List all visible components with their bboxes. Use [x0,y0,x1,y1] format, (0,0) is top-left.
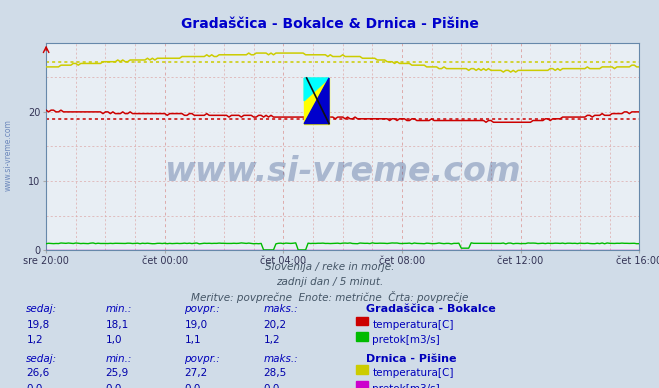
Text: pretok[m3/s]: pretok[m3/s] [372,335,440,345]
Text: 26,6: 26,6 [26,368,49,378]
Text: 0,0: 0,0 [264,384,280,388]
Text: 0,0: 0,0 [26,384,43,388]
Text: zadnji dan / 5 minut.: zadnji dan / 5 minut. [276,277,383,287]
Text: sedaj:: sedaj: [26,304,57,314]
Text: temperatura[C]: temperatura[C] [372,320,454,330]
Text: 1,1: 1,1 [185,335,201,345]
Text: 0,0: 0,0 [105,384,122,388]
Text: Gradaščica - Bokalce & Drnica - Pišine: Gradaščica - Bokalce & Drnica - Pišine [181,17,478,31]
Text: www.si-vreme.com: www.si-vreme.com [3,119,13,191]
Text: Meritve: povprečne  Enote: metrične  Črta: povprečje: Meritve: povprečne Enote: metrične Črta:… [191,291,468,303]
Polygon shape [304,78,329,101]
Text: 1,2: 1,2 [264,335,280,345]
Text: maks.:: maks.: [264,353,299,364]
Text: pretok[m3/s]: pretok[m3/s] [372,384,440,388]
Text: 28,5: 28,5 [264,368,287,378]
Text: Drnica - Pišine: Drnica - Pišine [366,353,456,364]
Polygon shape [304,78,329,124]
Text: 19,8: 19,8 [26,320,49,330]
Text: Slovenija / reke in morje.: Slovenija / reke in morje. [265,262,394,272]
Text: min.:: min.: [105,304,132,314]
Text: temperatura[C]: temperatura[C] [372,368,454,378]
Text: min.:: min.: [105,353,132,364]
Text: 1,2: 1,2 [26,335,43,345]
Text: 20,2: 20,2 [264,320,287,330]
Text: 19,0: 19,0 [185,320,208,330]
Bar [304,78,329,124]
Text: www.si-vreme.com: www.si-vreme.com [164,155,521,188]
Text: 1,0: 1,0 [105,335,122,345]
Text: 27,2: 27,2 [185,368,208,378]
Text: 0,0: 0,0 [185,384,201,388]
Text: povpr.:: povpr.: [185,353,220,364]
Text: povpr.:: povpr.: [185,304,220,314]
Text: 18,1: 18,1 [105,320,129,330]
Text: 25,9: 25,9 [105,368,129,378]
Text: Gradaščica - Bokalce: Gradaščica - Bokalce [366,304,496,314]
Text: maks.:: maks.: [264,304,299,314]
Text: sedaj:: sedaj: [26,353,57,364]
